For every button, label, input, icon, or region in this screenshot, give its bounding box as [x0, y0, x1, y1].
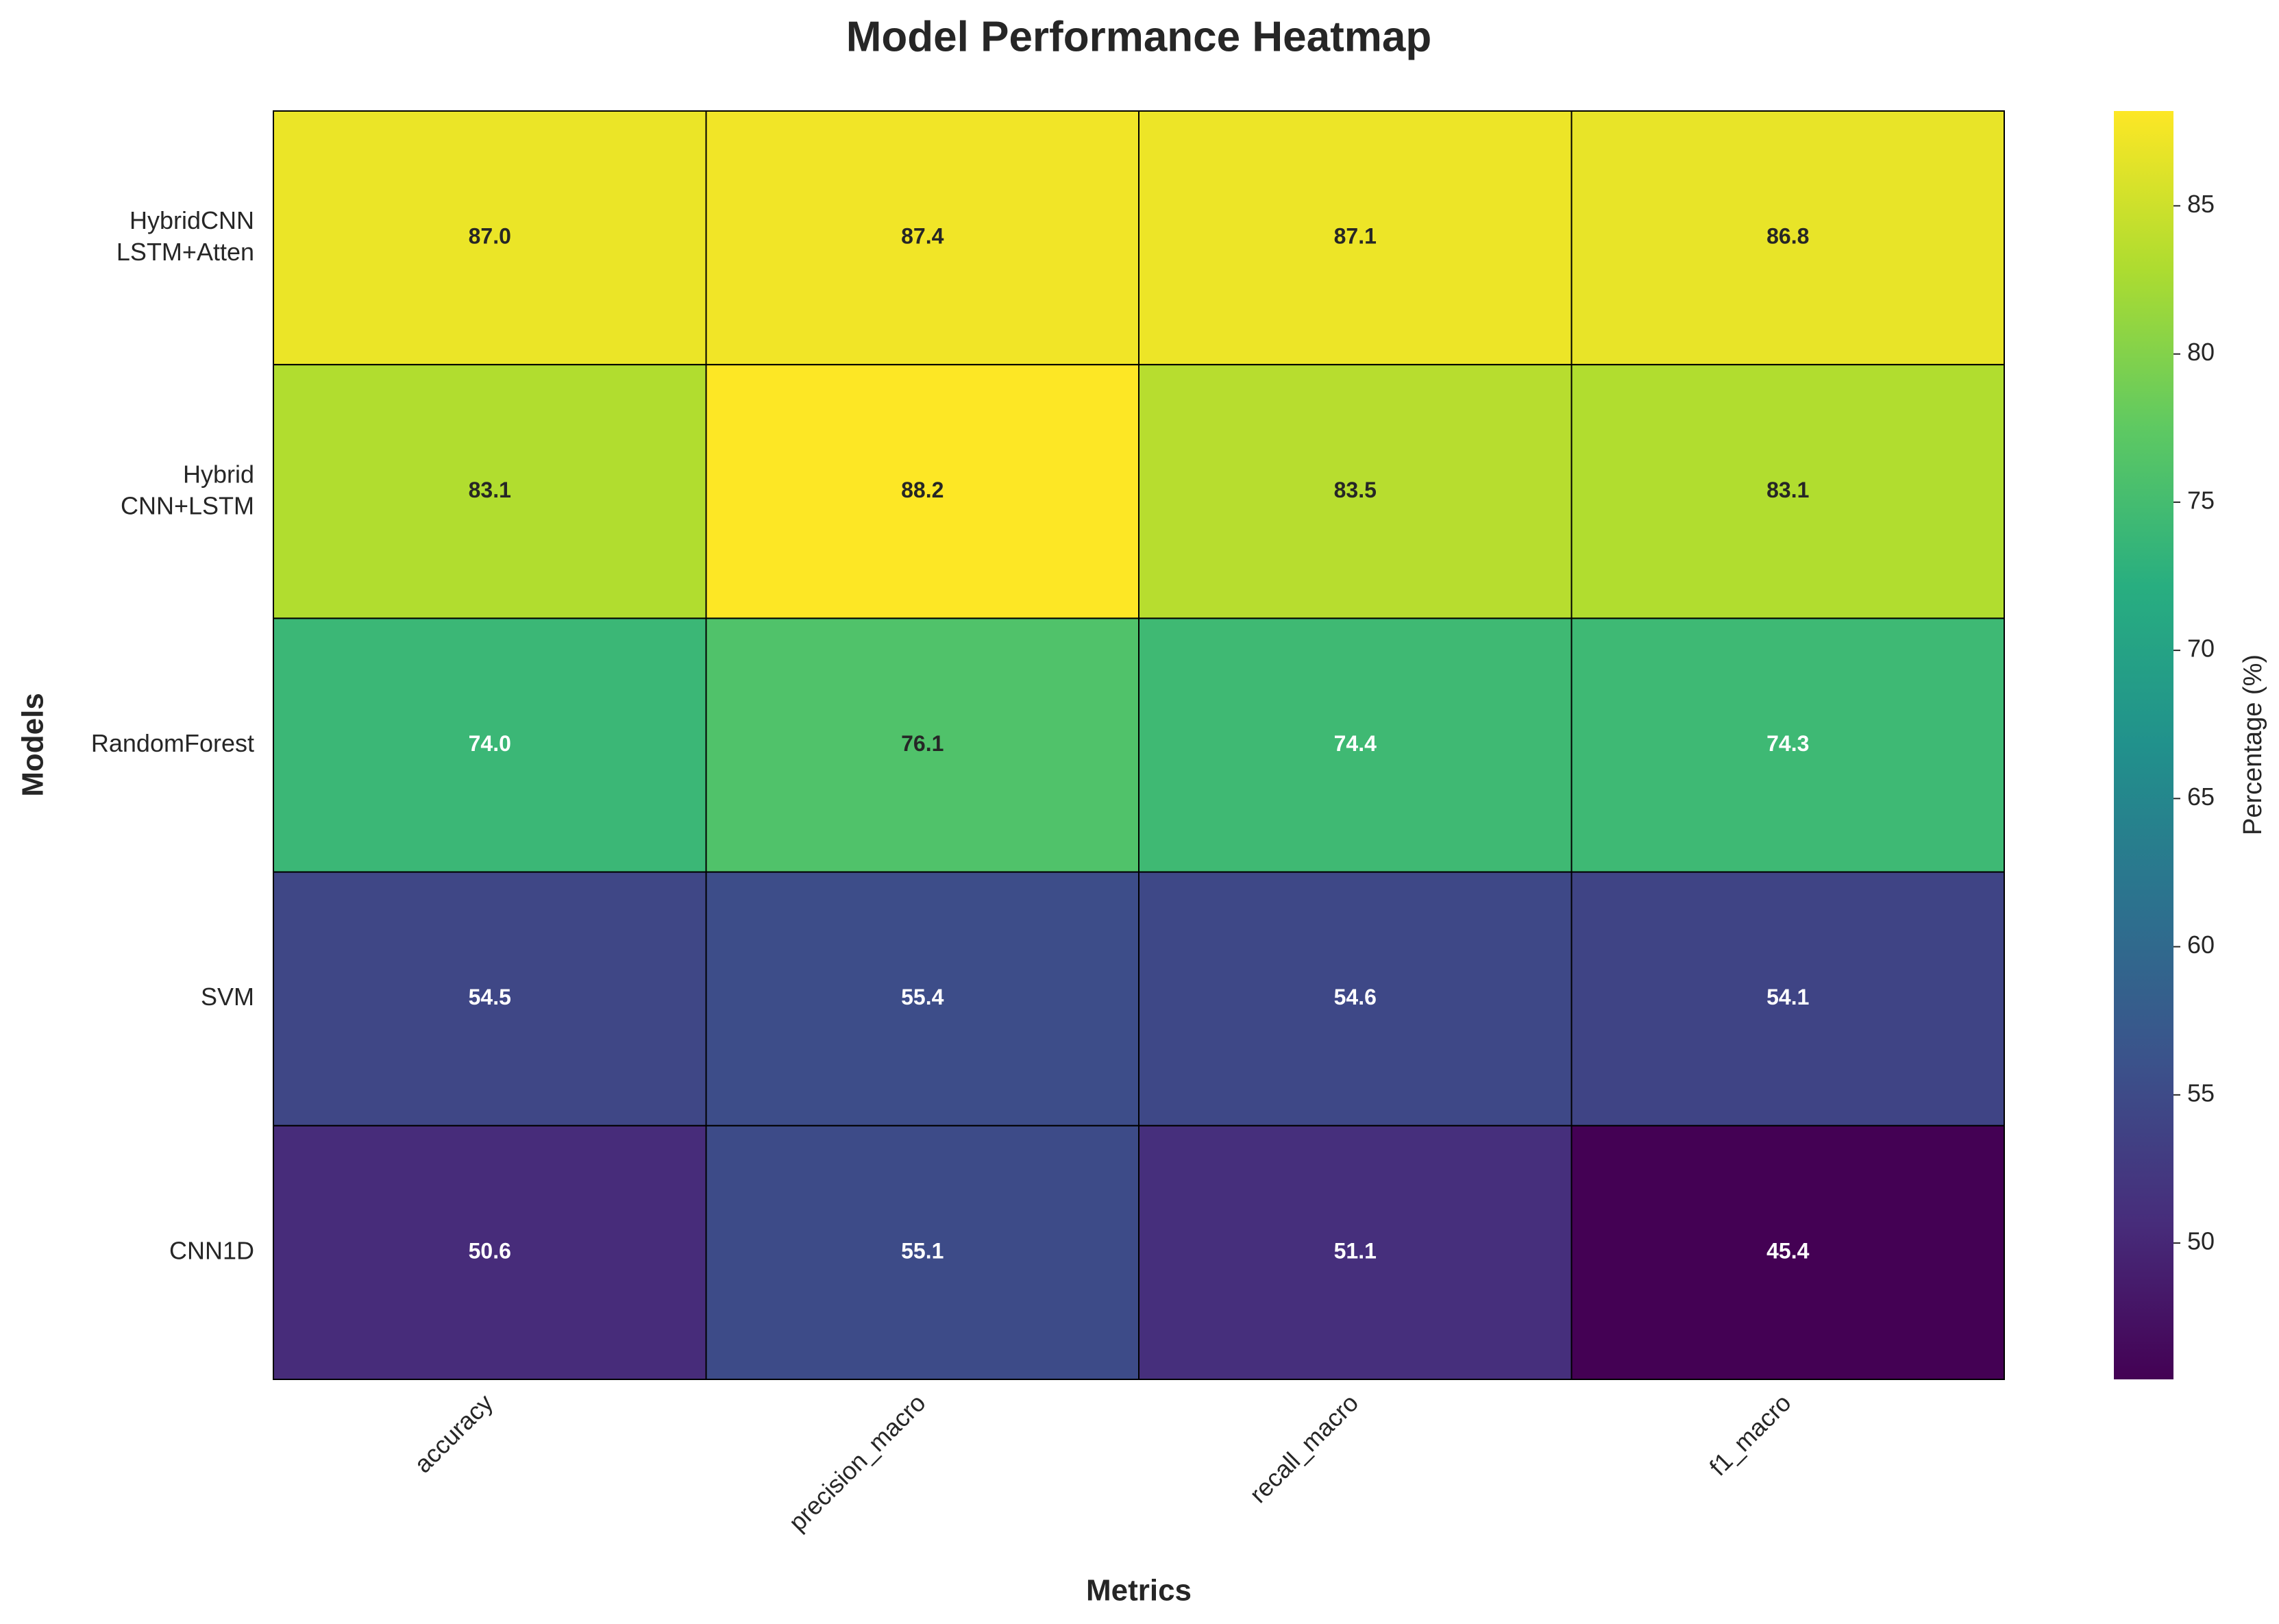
- colorbar-tick-label: 80: [2187, 338, 2215, 366]
- colorbar: [2114, 111, 2173, 1379]
- heatmap-cell: [1570, 110, 2005, 366]
- colorbar-tick-label: 85: [2187, 190, 2215, 218]
- cell-label: 87.1: [1334, 224, 1377, 249]
- heatmap-cell: [273, 871, 707, 1127]
- colorbar-label: Percentage (%): [2239, 654, 2267, 835]
- cell-label: 87.0: [469, 224, 511, 249]
- cell-label: 74.3: [1766, 731, 1809, 756]
- heatmap-cell: [1138, 871, 1573, 1127]
- y-tick-label: CNN1D: [169, 1236, 254, 1264]
- cell-label: 50.6: [469, 1238, 511, 1263]
- y-tick-label: Hybrid CNN+LSTM: [121, 460, 254, 519]
- heatmap-cell: [705, 1124, 1140, 1381]
- cell-label: 83.1: [469, 478, 511, 502]
- heatmap-cell: [1570, 617, 2005, 873]
- colorbar-tick-label: 65: [2187, 783, 2215, 811]
- heatmap-cell: [1138, 364, 1573, 619]
- colorbar-tick-label: 70: [2187, 635, 2215, 663]
- chart-title: Model Performance Heatmap: [846, 13, 1431, 60]
- heatmap-cell: [1138, 110, 1573, 366]
- cell-label: 45.4: [1766, 1238, 1809, 1263]
- heatmap-cell: [705, 110, 1140, 366]
- cell-label: 54.5: [469, 985, 511, 1009]
- cell-label: 83.1: [1766, 478, 1809, 502]
- heatmap-cell: [705, 871, 1140, 1127]
- heatmap-cell: [705, 617, 1140, 873]
- cell-label: 51.1: [1334, 1238, 1377, 1263]
- cell-label: 74.0: [469, 731, 511, 756]
- cell-label: 55.1: [901, 1238, 944, 1263]
- heatmap-cell: [273, 617, 707, 873]
- y-tick-label: RandomForest: [91, 729, 254, 757]
- cell-label: 74.4: [1334, 731, 1377, 756]
- heatmap-cell: [273, 110, 707, 366]
- cell-label: 54.6: [1334, 985, 1377, 1009]
- x-axis-label: Metrics: [1086, 1574, 1192, 1608]
- cell-label: 83.5: [1334, 478, 1377, 502]
- heatmap-cell: [1570, 364, 2005, 619]
- heatmap-cell: [1570, 1124, 2005, 1381]
- cell-label: 88.2: [901, 478, 944, 502]
- y-tick-label: SVM: [201, 983, 254, 1011]
- cell-label: 87.4: [901, 224, 944, 249]
- colorbar-tick-label: 55: [2187, 1079, 2215, 1107]
- heatmap-cell: [1570, 871, 2005, 1127]
- heatmap-cell: [705, 364, 1140, 619]
- colorbar-tick-label: 60: [2187, 931, 2215, 959]
- y-tick-label: HybridCNN LSTM+Atten: [116, 206, 254, 266]
- cell-label: 55.4: [901, 985, 944, 1009]
- cell-label: 54.1: [1766, 985, 1809, 1009]
- colorbar-tick-label: 75: [2187, 486, 2215, 514]
- heatmap-cell: [1138, 1124, 1573, 1381]
- heatmap-cell: [273, 1124, 707, 1381]
- cell-label: 86.8: [1766, 224, 1809, 249]
- cell-label: 76.1: [901, 731, 944, 756]
- y-axis-label: Models: [16, 693, 50, 797]
- colorbar-tick-label: 50: [2187, 1227, 2215, 1255]
